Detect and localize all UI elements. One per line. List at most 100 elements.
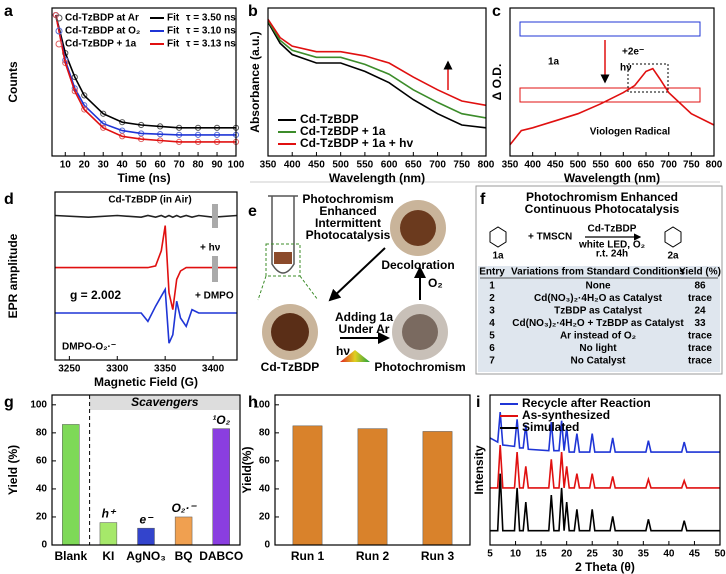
- tau-label: τ = 3.50 ns: [186, 13, 236, 24]
- series-line: [55, 286, 237, 344]
- reactant: 1a: [492, 251, 504, 262]
- legend-label: Cd-TzBDP at Ar: [65, 13, 139, 24]
- bar: [62, 424, 80, 546]
- y-tick-label: 100: [30, 399, 47, 410]
- x-tick-label: 10: [60, 160, 72, 171]
- tau-label: τ = 3.13 ns: [186, 39, 236, 50]
- series-line: [267, 21, 487, 129]
- legend-label: Simulated: [522, 420, 579, 434]
- table-cell: 1: [489, 281, 495, 292]
- y-tick-label: 40: [259, 484, 271, 495]
- legend-label: Cd-TzBDP + 1a: [65, 39, 137, 50]
- x-tick-label: BQ: [175, 549, 193, 563]
- bar-note: h⁺: [102, 507, 117, 521]
- data-point: [100, 110, 107, 117]
- panel-label: g: [4, 394, 14, 411]
- legend-marker: [55, 14, 63, 22]
- panel-title: Enhanced: [319, 204, 376, 218]
- reagent: + TMSCN: [528, 232, 572, 243]
- plot-frame: [489, 394, 721, 546]
- x-tick-label: 450: [308, 160, 325, 171]
- panel-label: d: [4, 191, 14, 208]
- y-axis-label: Counts: [6, 61, 20, 103]
- y-tick-label: 60: [36, 456, 48, 467]
- bar: [212, 428, 230, 546]
- x-tick-label: 600: [381, 160, 398, 171]
- legend-marker: [55, 40, 63, 48]
- annotation: hν: [620, 63, 632, 74]
- table-header: Variations from Standard Conditions: [511, 267, 685, 278]
- x-tick-label: 100: [228, 160, 245, 171]
- table-cell: 6: [489, 343, 495, 354]
- bar: [137, 527, 155, 546]
- x-tick-label: 5: [487, 549, 493, 560]
- x-tick-label: 3300: [106, 364, 129, 375]
- legend-label: Fit: [167, 26, 180, 37]
- annotation: g = 2.002: [70, 288, 121, 302]
- x-tick-label: 3250: [58, 364, 81, 375]
- data-point: [81, 106, 88, 113]
- panel-f-art: [250, 181, 723, 375]
- data-point: [100, 120, 107, 127]
- x-tick-label: DABCO: [199, 549, 243, 563]
- x-tick-label: Run 1: [291, 549, 325, 563]
- table-cell: trace: [688, 343, 712, 354]
- series-line: [489, 412, 720, 453]
- x-tick-label: 3350: [154, 364, 177, 375]
- bar: [422, 431, 453, 546]
- x-tick-label: 45: [689, 549, 701, 560]
- panel-title: Photochromism: [302, 192, 393, 206]
- data-point: [100, 124, 107, 131]
- step-label: Adding 1a: [335, 310, 393, 324]
- panel-label: a: [4, 3, 13, 20]
- table-cell: trace: [688, 356, 712, 367]
- step-label: Cd-TzBDP: [261, 360, 320, 374]
- x-tick-label: 550: [357, 160, 374, 171]
- x-tick-label: 30: [612, 549, 624, 560]
- x-tick-label: 800: [706, 160, 723, 171]
- panel-title: Photocatalysis: [306, 228, 391, 242]
- step-label: Under Ar: [339, 322, 390, 336]
- y-tick-label: 40: [36, 484, 48, 495]
- bar: [174, 516, 193, 546]
- panel-label: i: [476, 394, 480, 411]
- x-axis-label: 2 Theta (θ): [575, 560, 635, 574]
- x-tick-label: 800: [478, 160, 495, 171]
- table-cell: 24: [694, 306, 706, 317]
- panel-label: f: [480, 191, 486, 208]
- product: 2a: [667, 251, 679, 262]
- plot-frame: [509, 7, 715, 157]
- x-tick-label: 20: [561, 549, 573, 560]
- bar-note: O₂·⁻: [171, 501, 197, 515]
- step-label: hν: [336, 344, 350, 358]
- legend-label: Cd-TzBDP at O₂: [65, 26, 140, 37]
- table-cell: trace: [688, 331, 712, 342]
- bar: [357, 428, 388, 546]
- x-tick-label: 550: [592, 160, 609, 171]
- legend-label: Fit: [167, 13, 180, 24]
- plot-frame: [51, 394, 241, 546]
- x-tick-label: 3400: [202, 364, 225, 375]
- x-tick-label: 15: [536, 549, 548, 560]
- x-tick-label: 500: [570, 160, 587, 171]
- series-line: [55, 14, 236, 136]
- panel-label: e: [248, 203, 257, 220]
- bar-note: e⁻: [139, 512, 154, 526]
- legend-marker: [55, 27, 63, 35]
- table-cell: 3: [489, 306, 495, 317]
- table-cell: TzBDP as Catalyst: [554, 306, 642, 317]
- y-tick-label: 60: [259, 456, 271, 467]
- table-header: Yield (%): [679, 267, 721, 278]
- plot-frame: [51, 7, 237, 157]
- y-axis-label: Δ O.D.: [490, 64, 504, 101]
- y-axis-label: Intensity: [472, 445, 486, 495]
- data-point: [71, 73, 78, 81]
- series-line: [490, 444, 720, 489]
- x-tick-label: 35: [638, 549, 650, 560]
- x-axis-label: Time (ns): [117, 171, 170, 185]
- panel-label: h: [248, 394, 258, 411]
- x-tick-label: 70: [174, 160, 186, 171]
- table-cell: Cd(NO₃)₂·4H₂O + TzBDP as Catalyst: [512, 318, 684, 329]
- x-tick-label: 450: [547, 160, 564, 171]
- x-axis-label: Wavelength (nm): [329, 171, 425, 185]
